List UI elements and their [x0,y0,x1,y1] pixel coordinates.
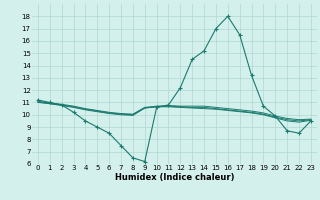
X-axis label: Humidex (Indice chaleur): Humidex (Indice chaleur) [115,173,234,182]
